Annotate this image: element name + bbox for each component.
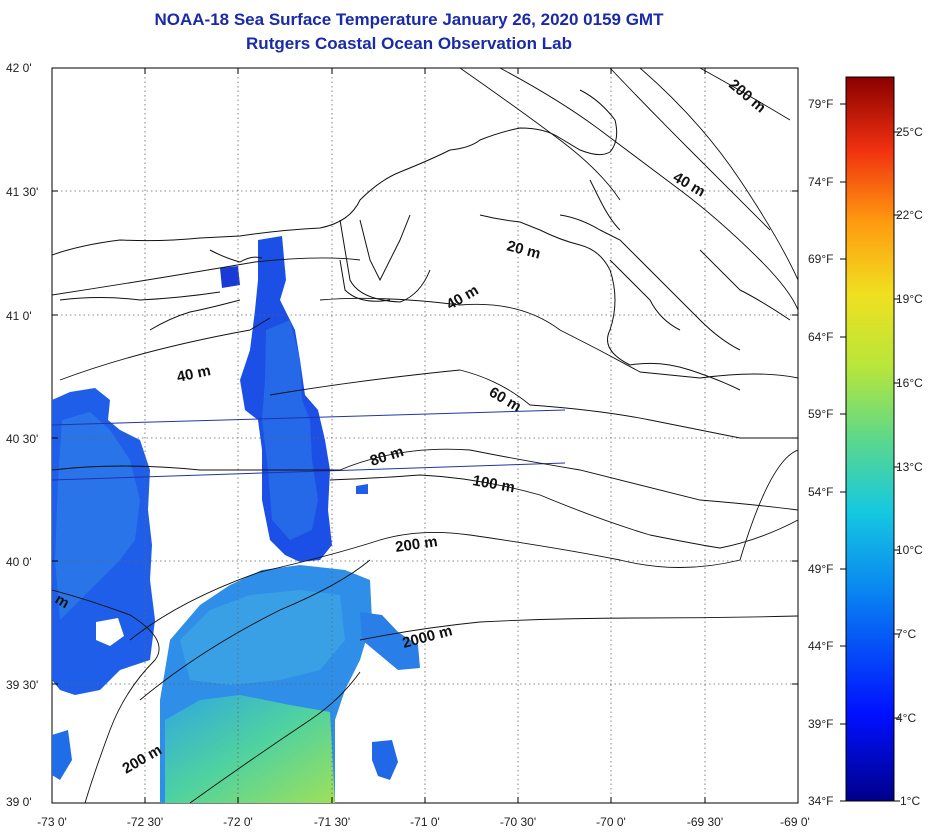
- latitude-labels: 42 0' 41 30' 41 0' 40 30' 40 0' 39 30' 3…: [6, 61, 38, 809]
- fahrenheit-label: 79°F: [808, 97, 833, 111]
- frame-ticks: [52, 68, 798, 803]
- celsius-label: 1°C: [900, 794, 920, 808]
- lat-label: 40 0': [6, 555, 32, 569]
- lat-label: 39 30': [6, 678, 38, 692]
- celsius-label: 10°C: [896, 543, 923, 557]
- lon-label: -69 30': [687, 815, 723, 829]
- celsius-label: 13°C: [896, 460, 923, 474]
- lat-label: 39 0': [6, 795, 32, 809]
- lon-label: -69 0': [780, 815, 810, 829]
- lat-label: 40 30': [6, 432, 38, 446]
- coastline: [52, 89, 791, 391]
- fahrenheit-label: 64°F: [808, 330, 833, 344]
- longitude-labels: -73 0' -72 30' -72 0' -71 30' -71 0' -70…: [37, 815, 810, 829]
- lat-label: 42 0': [6, 61, 32, 75]
- fahrenheit-label: 44°F: [808, 639, 833, 653]
- lon-label: -71 0': [410, 815, 440, 829]
- track-lines: [52, 409, 566, 481]
- contour-label: 200 m: [394, 533, 438, 556]
- celsius-label: 16°C: [896, 376, 923, 390]
- celsius-label: 22°C: [896, 208, 923, 222]
- lon-label: -70 0': [596, 815, 626, 829]
- map-title: NOAA-18 Sea Surface Temperature January …: [154, 10, 664, 29]
- bathymetry-contours: [52, 68, 798, 803]
- graticule: [52, 68, 798, 803]
- sst-data-layer: [52, 236, 420, 803]
- fahrenheit-label: 39°F: [808, 717, 833, 731]
- fahrenheit-label: 54°F: [808, 485, 833, 499]
- celsius-label: 25°C: [896, 125, 923, 139]
- lon-label: -72 0': [223, 815, 253, 829]
- fahrenheit-label: 34°F: [808, 794, 833, 808]
- colorbar-gradient: [845, 76, 895, 802]
- fahrenheit-label: 59°F: [808, 407, 833, 421]
- lon-label: -70 30': [500, 815, 536, 829]
- contour-label: 40 m: [175, 362, 212, 386]
- lon-label: -71 30': [314, 815, 350, 829]
- celsius-label: 4°C: [896, 711, 916, 725]
- colorbar: 79°F 74°F 69°F 64°F 59°F 54°F 49°F 44°F …: [808, 76, 923, 808]
- lat-label: 41 30': [6, 185, 38, 199]
- lat-label: 41 0': [6, 309, 32, 323]
- lon-label: -73 0': [37, 815, 67, 829]
- celsius-label: 7°C: [896, 627, 916, 641]
- map-subtitle: Rutgers Coastal Ocean Observation Lab: [246, 34, 572, 53]
- fahrenheit-label: 49°F: [808, 562, 833, 576]
- lon-label: -72 30': [127, 815, 163, 829]
- fahrenheit-label: 69°F: [808, 252, 833, 266]
- fahrenheit-label: 74°F: [808, 175, 833, 189]
- celsius-label: 19°C: [896, 292, 923, 306]
